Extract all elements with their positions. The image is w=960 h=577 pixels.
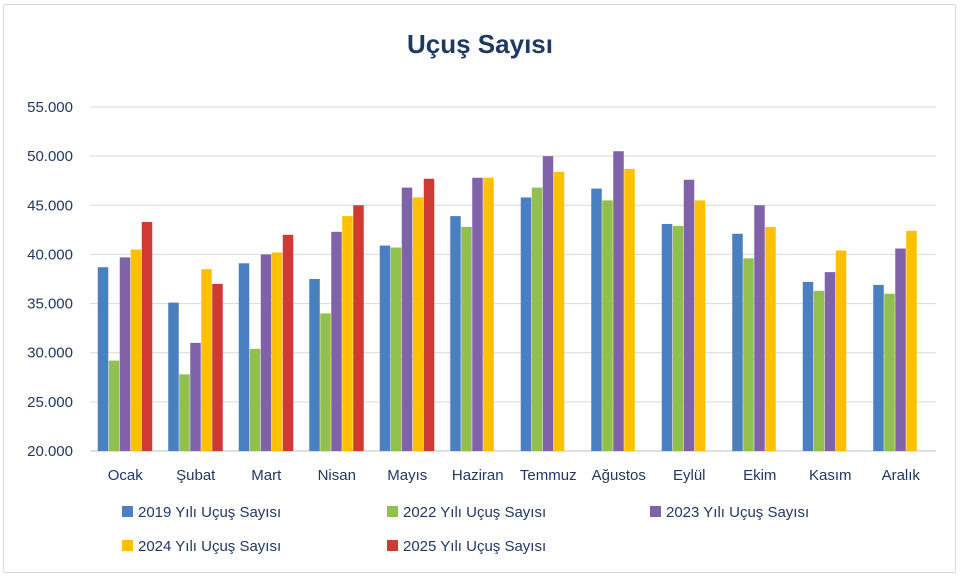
- bar-3-8: [613, 151, 624, 451]
- bar-3-6: [472, 177, 483, 451]
- bar-2-3: [249, 348, 261, 451]
- legend-label: 2019 Yılı Uçuş Sayısı: [138, 504, 281, 521]
- bar-1-5: [379, 245, 391, 451]
- legend-label: 2022 Yılı Uçuş Sayısı: [403, 504, 546, 521]
- bar-2-6: [461, 226, 472, 451]
- bar-4-4: [342, 216, 353, 451]
- bar-2-8: [602, 200, 613, 451]
- x-axis-ticks: Ocak Şubat Mart Nisan Mayıs Haziran Temmuz Ağus…: [108, 467, 921, 484]
- bar-1-11: [802, 281, 814, 451]
- bar-3-11: [824, 272, 836, 451]
- bar-1-8: [591, 188, 602, 451]
- x-tick-label: Ekim: [743, 467, 776, 484]
- bar-2-5: [390, 247, 402, 451]
- bar-4-3: [271, 252, 283, 451]
- legend-swatch: [387, 506, 398, 517]
- bar-1-9: [661, 223, 673, 451]
- x-tick-label: Mayıs: [387, 467, 427, 484]
- gridlines: [90, 106, 936, 452]
- x-tick-label: Haziran: [452, 467, 504, 484]
- legend-swatch: [650, 506, 661, 517]
- bar-5-4: [353, 205, 364, 451]
- legend-label: 2023 Yılı Uçuş Sayısı: [666, 504, 809, 521]
- bar-3-1: [119, 257, 131, 451]
- bar-3-3: [260, 254, 272, 451]
- bar-4-11: [835, 250, 847, 451]
- bar-1-4: [309, 279, 320, 451]
- x-tick-label: Ağustos: [592, 467, 646, 484]
- bar-1-12: [873, 284, 884, 451]
- bar-1-3: [238, 263, 250, 451]
- bar-2-1: [108, 360, 120, 451]
- bar-1-10: [732, 233, 743, 451]
- legend-label: 2024 Yılı Uçuş Sayısı: [138, 538, 281, 555]
- bar-3-9: [683, 179, 695, 451]
- bar-2-10: [743, 258, 754, 451]
- y-tick-label: 30.000: [27, 345, 73, 362]
- bar-3-2: [190, 342, 201, 451]
- x-tick-label: Eylül: [673, 467, 706, 484]
- bar-3-4: [331, 231, 342, 451]
- bar-4-9: [694, 200, 706, 451]
- bar-5-5: [423, 178, 435, 451]
- bar-4-7: [553, 171, 565, 451]
- legend: 2019 Yılı Uçuş Sayısı 2022 Yılı Uçuş Sayı…: [122, 504, 809, 555]
- legend-label: 2025 Yılı Uçuş Sayısı: [403, 538, 546, 555]
- bar-4-1: [130, 249, 142, 451]
- bar-3-7: [542, 156, 554, 451]
- bar-1-7: [520, 197, 532, 451]
- chart-title: Uçuş Sayısı: [407, 29, 553, 59]
- y-tick-label: 45.000: [27, 197, 73, 214]
- x-tick-label: Ocak: [108, 467, 144, 484]
- x-tick-label: Mart: [251, 467, 282, 484]
- bars: [97, 151, 917, 452]
- legend-swatch: [122, 506, 133, 517]
- legend-swatch: [387, 540, 398, 551]
- bar-1-1: [97, 267, 109, 451]
- y-axis-ticks: 20.000 25.000 30.000 35.000 40.000 45.000 50.0…: [27, 99, 73, 460]
- bar-5-3: [282, 234, 294, 451]
- bar-5-1: [141, 221, 153, 451]
- bar-2-11: [813, 290, 825, 451]
- bar-2-2: [179, 374, 190, 451]
- bar-2-12: [884, 293, 895, 451]
- bar-1-6: [450, 216, 461, 451]
- x-tick-label: Nisan: [318, 467, 356, 484]
- bar-3-5: [401, 187, 413, 451]
- bar-3-10: [754, 205, 765, 451]
- bar-2-9: [672, 225, 684, 451]
- bar-2-7: [531, 187, 543, 451]
- bar-2-4: [320, 313, 331, 451]
- x-tick-label: Şubat: [176, 467, 216, 484]
- y-tick-label: 50.000: [27, 148, 73, 165]
- y-tick-label: 25.000: [27, 394, 73, 411]
- y-tick-label: 40.000: [27, 246, 73, 263]
- legend-swatch: [122, 540, 133, 551]
- bar-5-2: [212, 283, 223, 451]
- bar-4-2: [201, 269, 212, 451]
- x-tick-label: Aralık: [882, 467, 921, 484]
- bar-4-8: [624, 168, 635, 452]
- y-tick-label: 20.000: [27, 443, 73, 460]
- y-tick-label: 55.000: [27, 99, 73, 116]
- y-tick-label: 35.000: [27, 296, 73, 313]
- bar-4-5: [412, 197, 424, 451]
- bar-4-12: [906, 230, 917, 451]
- x-tick-label: Temmuz: [520, 467, 577, 484]
- bar-1-2: [168, 302, 179, 451]
- x-tick-label: Kasım: [809, 467, 852, 484]
- bar-4-10: [765, 226, 776, 451]
- bar-4-6: [483, 177, 494, 451]
- bar-3-12: [895, 248, 906, 451]
